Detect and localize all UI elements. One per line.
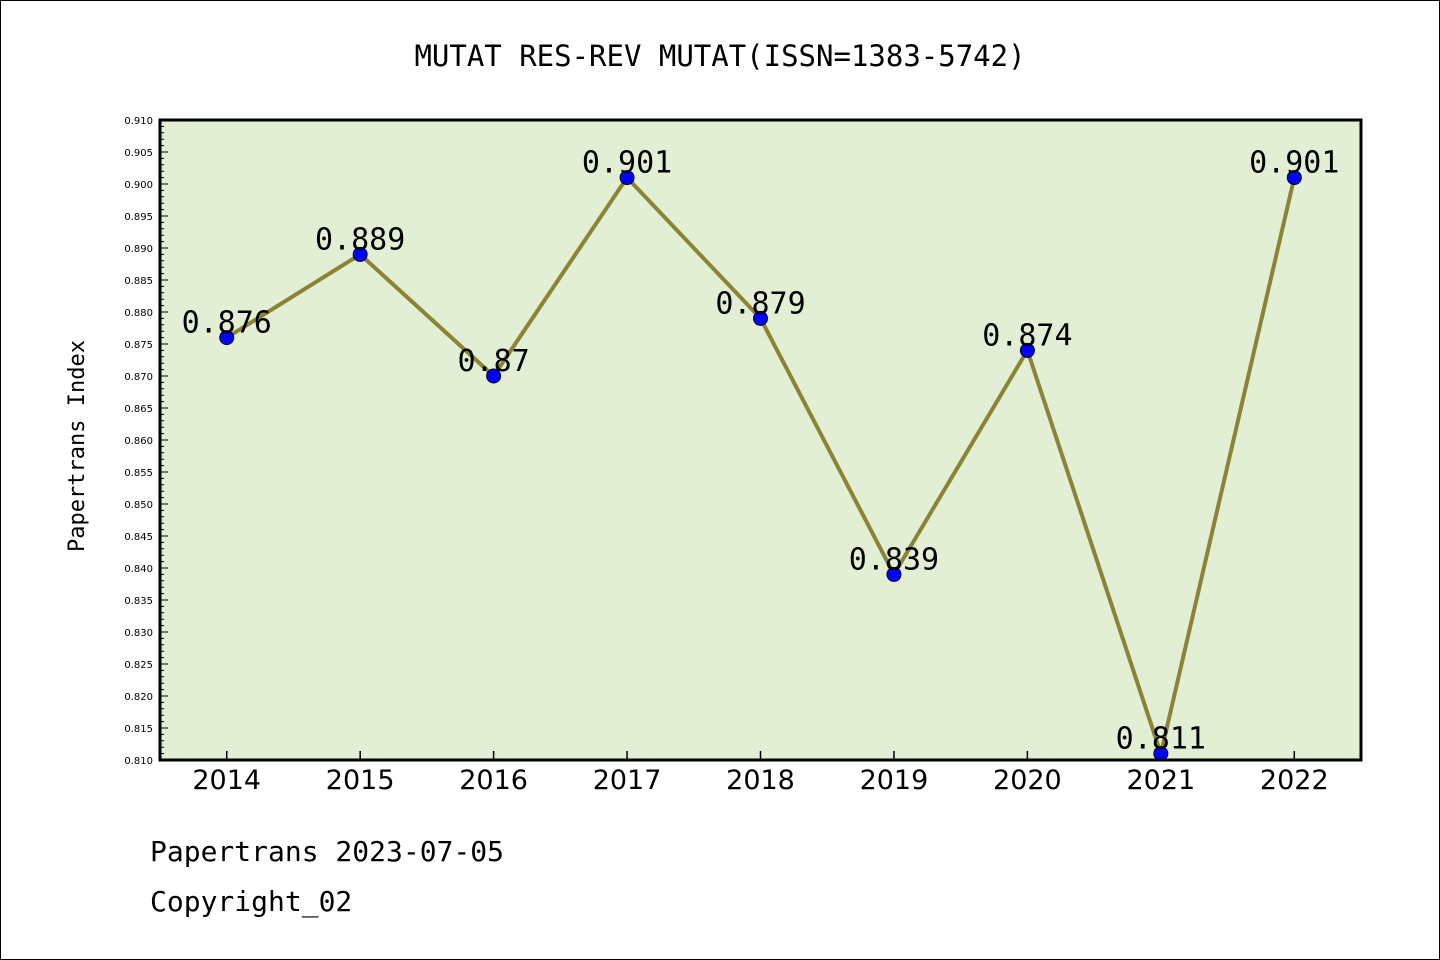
y-tick-label: 0.865 (124, 404, 153, 415)
plot-border (158, 118, 1363, 762)
y-tick-label: 0.905 (124, 148, 153, 159)
y-tick-label: 0.850 (124, 500, 153, 511)
data-point (1019, 342, 1035, 358)
data-point (753, 310, 768, 326)
y-tick-label: 0.900 (124, 180, 153, 191)
data-point (352, 246, 368, 262)
x-tick-label: 2019 (860, 765, 929, 796)
y-axis-ticks: 0.810 0.815 0.820 0.825 0.830 0.835 0.840 0.845… (124, 116, 168, 767)
y-tick-label: 0.910 (124, 116, 153, 127)
y-tick-label: 0.815 (124, 724, 153, 735)
x-tick-label: 2021 (1126, 765, 1195, 796)
y-tick-label: 0.870 (124, 372, 153, 383)
data-label: 0.901 (1249, 146, 1339, 181)
footer-copyright: Copyright_02 (150, 885, 353, 918)
data-label: 0.901 (582, 146, 672, 181)
x-tick-label: 2020 (993, 765, 1062, 796)
data-labels: 0.876 0.889 0.87 0.901 0.879 0.839 0.874 0.811 0… (182, 146, 1340, 757)
x-tick-label: 2014 (192, 765, 261, 796)
y-tick-label: 0.890 (124, 244, 153, 255)
footer-date: Papertrans 2023-07-05 (150, 835, 505, 868)
y-tick-label: 0.895 (124, 212, 153, 223)
y-tick-label: 0.845 (124, 532, 153, 543)
y-tick-label: 0.860 (124, 436, 153, 447)
data-point (1286, 170, 1302, 186)
chart-title: MUTAT RES-REV MUTAT(ISSN=1383-5742) (414, 39, 1025, 73)
x-tick-label: 2016 (459, 765, 528, 796)
data-label: 0.876 (182, 306, 272, 341)
y-axis-label: Papertrans Index (65, 340, 90, 552)
series-papertrans-index (219, 170, 1302, 762)
y-tick-label: 0.840 (124, 564, 153, 575)
x-axis-ticks: 2014 2015 2016 2017 2018 2019 2020 2021 2022 (192, 751, 1329, 796)
y-tick-label: 0.835 (124, 596, 153, 607)
plot-area (160, 120, 1361, 760)
data-point (886, 566, 902, 582)
data-label: 0.839 (849, 542, 939, 577)
data-label: 0.889 (315, 222, 405, 257)
data-label: 0.811 (1116, 722, 1206, 757)
x-tick-label: 2022 (1260, 765, 1329, 796)
data-point (219, 330, 235, 346)
data-point (619, 170, 635, 186)
x-tick-label: 2015 (326, 765, 395, 796)
y-tick-label: 0.855 (124, 468, 153, 479)
y-tick-label: 0.820 (124, 692, 153, 703)
data-label: 0.874 (982, 318, 1072, 353)
x-tick-label: 2017 (593, 765, 662, 796)
data-label: 0.879 (715, 286, 805, 321)
data-point (486, 368, 502, 384)
y-tick-label: 0.830 (124, 628, 153, 639)
y-tick-label: 0.810 (124, 756, 153, 767)
y-tick-label: 0.875 (124, 340, 153, 351)
y-tick-label: 0.885 (124, 276, 153, 287)
y-tick-label: 0.880 (124, 308, 153, 319)
x-tick-label: 2018 (726, 765, 795, 796)
y-tick-label: 0.825 (124, 660, 153, 671)
data-label: 0.87 (457, 344, 529, 379)
